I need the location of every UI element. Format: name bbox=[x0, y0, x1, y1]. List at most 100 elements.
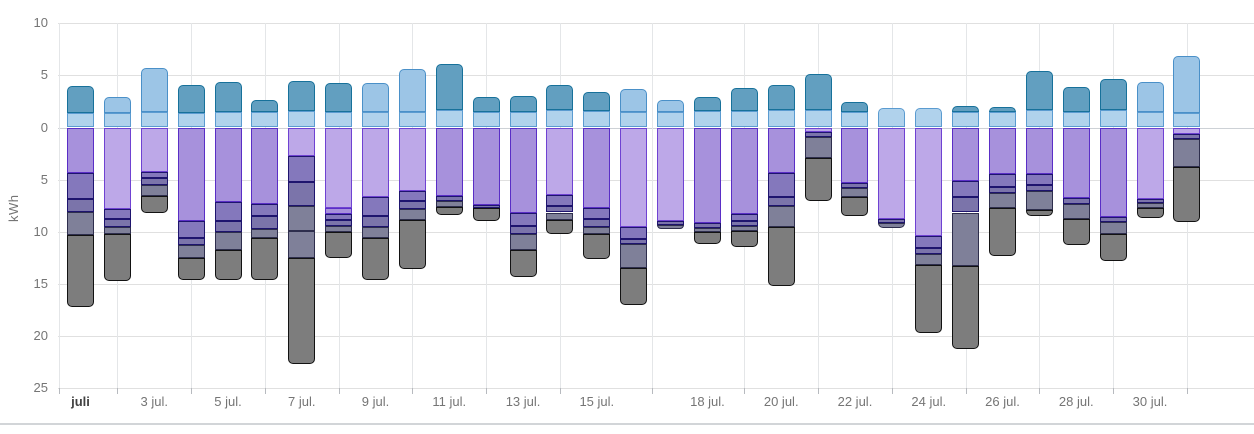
segment-navy-slate[interactable] bbox=[657, 220, 685, 226]
segment-dark-teal[interactable] bbox=[214, 81, 242, 112]
bar-day-29[interactable] bbox=[1099, 0, 1127, 434]
segment-slate-gray[interactable] bbox=[214, 232, 242, 250]
bar-day-22[interactable] bbox=[841, 0, 869, 434]
bar-day-1[interactable] bbox=[67, 0, 94, 434]
segment-lavender[interactable] bbox=[398, 127, 426, 191]
segment-slate-gray[interactable] bbox=[583, 226, 611, 235]
segment-dark-teal[interactable] bbox=[841, 101, 869, 113]
segment-medium-blue[interactable] bbox=[1136, 82, 1164, 113]
segment-gray[interactable] bbox=[546, 219, 574, 235]
segment-navy-slate[interactable] bbox=[362, 216, 390, 227]
segment-pale-blue[interactable] bbox=[288, 110, 316, 128]
segment-navy-slate[interactable] bbox=[67, 199, 94, 212]
bar-day-12[interactable] bbox=[472, 0, 500, 434]
segment-slate-gray[interactable] bbox=[693, 227, 721, 232]
segment-navy-slate[interactable] bbox=[1062, 197, 1090, 205]
segment-pale-blue[interactable] bbox=[989, 112, 1016, 128]
segment-navy-slate[interactable] bbox=[989, 186, 1016, 193]
segment-slate-gray[interactable] bbox=[620, 244, 648, 269]
segment-dark-teal[interactable] bbox=[952, 106, 980, 113]
segment-slate-gray[interactable] bbox=[103, 226, 131, 234]
segment-navy-slate[interactable] bbox=[435, 195, 463, 202]
segment-pale-blue[interactable] bbox=[767, 109, 795, 128]
segment-dark-teal[interactable] bbox=[509, 95, 537, 113]
segment-indigo[interactable] bbox=[325, 214, 353, 220]
segment-slate-gray[interactable] bbox=[546, 212, 574, 220]
segment-lavender[interactable] bbox=[362, 127, 390, 198]
segment-navy-slate[interactable] bbox=[878, 219, 906, 224]
segment-medium-blue[interactable] bbox=[103, 97, 131, 113]
segment-purple[interactable] bbox=[251, 127, 279, 205]
segment-lavender[interactable] bbox=[1173, 127, 1201, 135]
segment-dark-teal[interactable] bbox=[1025, 70, 1053, 110]
segment-pale-blue[interactable] bbox=[398, 111, 426, 128]
segment-indigo[interactable] bbox=[989, 173, 1016, 187]
segment-navy-slate[interactable] bbox=[730, 220, 758, 227]
segment-indigo[interactable] bbox=[620, 227, 648, 239]
segment-pale-blue[interactable] bbox=[693, 111, 721, 128]
segment-gray[interactable] bbox=[509, 249, 537, 277]
segment-slate-gray[interactable] bbox=[1136, 203, 1164, 209]
segment-gray[interactable] bbox=[67, 234, 94, 307]
segment-purple[interactable] bbox=[583, 127, 611, 209]
bar-day-23[interactable] bbox=[878, 0, 906, 434]
segment-lavender[interactable] bbox=[140, 127, 168, 173]
segment-indigo[interactable] bbox=[583, 208, 611, 220]
segment-pale-blue[interactable] bbox=[435, 109, 463, 128]
bar-day-14[interactable] bbox=[546, 0, 574, 434]
segment-gray[interactable] bbox=[620, 268, 648, 305]
segment-pale-blue[interactable] bbox=[1173, 112, 1201, 128]
segment-pale-blue[interactable] bbox=[362, 112, 390, 128]
segment-slate-gray[interactable] bbox=[325, 225, 353, 233]
segment-dark-teal[interactable] bbox=[1062, 87, 1090, 112]
segment-pale-blue[interactable] bbox=[325, 111, 353, 128]
bar-day-11[interactable] bbox=[435, 0, 463, 434]
segment-gray[interactable] bbox=[214, 249, 242, 280]
segment-pale-blue[interactable] bbox=[804, 109, 832, 128]
segment-gray[interactable] bbox=[989, 207, 1016, 257]
segment-slate-gray[interactable] bbox=[952, 212, 980, 267]
segment-navy-slate[interactable] bbox=[952, 197, 980, 213]
segment-pale-blue[interactable] bbox=[251, 111, 279, 128]
segment-dark-teal[interactable] bbox=[693, 97, 721, 112]
segment-navy-slate[interactable] bbox=[1099, 217, 1127, 223]
bar-day-7[interactable] bbox=[288, 0, 316, 434]
segment-purple[interactable] bbox=[841, 127, 869, 183]
segment-purple[interactable] bbox=[214, 127, 242, 202]
segment-slate-gray[interactable] bbox=[878, 223, 906, 228]
segment-navy-slate[interactable] bbox=[140, 177, 168, 185]
segment-pale-blue[interactable] bbox=[878, 107, 906, 128]
segment-lavender[interactable] bbox=[288, 127, 316, 156]
bar-day-26[interactable] bbox=[989, 0, 1016, 434]
segment-gray[interactable] bbox=[325, 232, 353, 258]
segment-dark-teal[interactable] bbox=[1099, 79, 1127, 110]
segment-purple[interactable] bbox=[989, 127, 1016, 174]
bar-day-15[interactable] bbox=[583, 0, 611, 434]
segment-pale-blue[interactable] bbox=[657, 112, 685, 128]
segment-dark-teal[interactable] bbox=[472, 97, 500, 113]
segment-dark-teal[interactable] bbox=[288, 80, 316, 111]
bar-day-3[interactable] bbox=[140, 0, 168, 434]
segment-slate-gray[interactable] bbox=[1173, 138, 1201, 167]
segment-gray[interactable] bbox=[583, 234, 611, 259]
bar-day-16[interactable] bbox=[620, 0, 648, 434]
segment-navy-slate[interactable] bbox=[804, 132, 832, 138]
segment-indigo[interactable] bbox=[398, 190, 426, 202]
bar-day-25[interactable] bbox=[952, 0, 980, 434]
segment-indigo[interactable] bbox=[1025, 173, 1053, 185]
bar-day-6[interactable] bbox=[251, 0, 279, 434]
segment-navy-slate[interactable] bbox=[767, 196, 795, 206]
segment-purple[interactable] bbox=[1062, 127, 1090, 198]
bar-day-8[interactable] bbox=[325, 0, 353, 434]
segment-gray[interactable] bbox=[1136, 208, 1164, 218]
bar-day-27[interactable] bbox=[1025, 0, 1053, 434]
bar-day-31[interactable] bbox=[1173, 0, 1201, 434]
segment-gray[interactable] bbox=[472, 207, 500, 222]
segment-lavender[interactable] bbox=[1136, 127, 1164, 199]
segment-pale-blue[interactable] bbox=[730, 111, 758, 128]
segment-pale-blue[interactable] bbox=[915, 107, 943, 128]
segment-navy-slate[interactable] bbox=[177, 237, 205, 246]
segment-navy-slate[interactable] bbox=[583, 219, 611, 227]
segment-pale-blue[interactable] bbox=[583, 110, 611, 128]
segment-indigo[interactable] bbox=[140, 172, 168, 178]
